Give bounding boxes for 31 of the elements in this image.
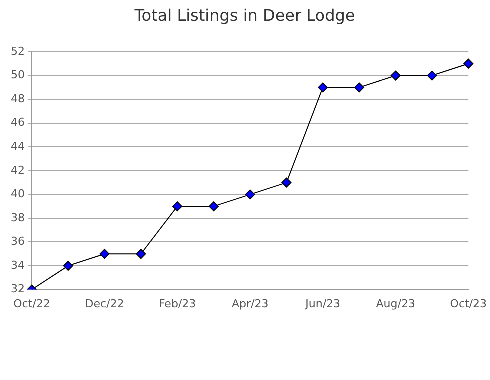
y-tick-label: 48 bbox=[10, 92, 25, 106]
point bbox=[100, 249, 110, 260]
y-tick-label: 44 bbox=[10, 140, 25, 153]
point bbox=[354, 82, 364, 93]
x-tick-label: Dec/22 bbox=[85, 297, 124, 310]
chart-title: Total Listings in Deer Lodge bbox=[134, 6, 356, 25]
y-tick-label: 32 bbox=[10, 282, 25, 296]
y-tick-label: 34 bbox=[10, 258, 25, 272]
point bbox=[427, 70, 438, 81]
y-tick-label: 52 bbox=[10, 44, 25, 58]
point bbox=[282, 178, 292, 188]
y-tick-label: 36 bbox=[10, 235, 25, 248]
y-tick-label: 50 bbox=[10, 68, 25, 82]
point bbox=[464, 58, 474, 69]
point bbox=[318, 82, 328, 93]
x-tick-label: Jun/23 bbox=[304, 297, 341, 310]
y-tick-label: 38 bbox=[10, 211, 25, 224]
x-tick-label: Apr/23 bbox=[232, 297, 269, 310]
x-tick-label: Oct/23 bbox=[450, 297, 488, 310]
x-tick-label: Feb/23 bbox=[158, 297, 196, 310]
point bbox=[136, 249, 146, 260]
x-tick-label: Aug/23 bbox=[376, 297, 416, 310]
point bbox=[390, 70, 401, 81]
y-tick-label: 46 bbox=[10, 116, 25, 130]
y-tick-label: 42 bbox=[10, 164, 25, 177]
x-tick-label: Oct/22 bbox=[14, 297, 50, 310]
point bbox=[245, 190, 256, 200]
point bbox=[172, 202, 183, 212]
point bbox=[208, 202, 219, 212]
y-tick-label: 40 bbox=[10, 188, 25, 201]
point bbox=[63, 261, 74, 272]
